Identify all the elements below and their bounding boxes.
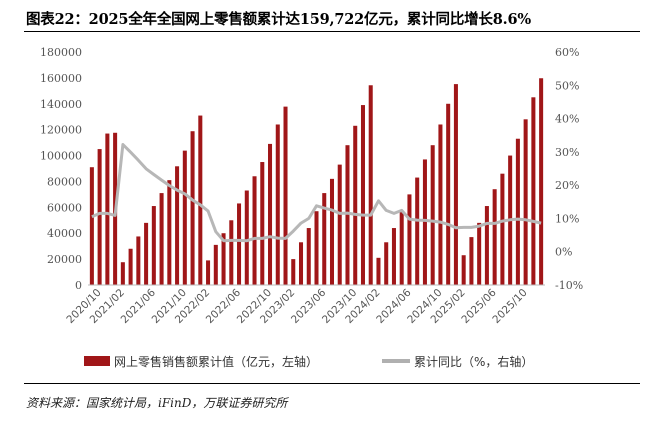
chart-area: 0 20000 40000 60000 80000 100000 120000 140000 1… — [40, 46, 583, 326]
bar-2025/03 — [469, 237, 474, 285]
source-note: 资料来源：国家统计局，iFinD，万联证券研究所 — [26, 396, 288, 410]
bar-2023/11 — [360, 105, 365, 285]
y-left-tick-label: 160000 — [40, 72, 82, 85]
bar-2022/07 — [244, 190, 249, 285]
bar-2023/03 — [298, 242, 304, 285]
bar-2021/10 — [182, 150, 187, 285]
bar-2023/06 — [322, 193, 327, 285]
bar-2024/03 — [384, 242, 389, 285]
x-tick-label: 2025/10 — [490, 287, 529, 326]
bar-2023/04 — [306, 228, 311, 285]
bar-2023/10 — [353, 125, 358, 286]
y-left-tick-label: 120000 — [40, 124, 82, 137]
bar-2021/07 — [159, 193, 164, 285]
bar-2022/06 — [237, 203, 242, 285]
bar-2025/05 — [484, 206, 489, 285]
bar-2025/07 — [500, 173, 505, 285]
y-right-tick-label: 20% — [555, 179, 579, 192]
bar-2022/10 — [268, 143, 273, 285]
chart-title: 图表22：2025全年全国网上零售额累计达159,722亿元，累计同比增长8.6… — [26, 11, 531, 28]
bar-2021/11 — [190, 131, 195, 285]
bar-2024/02 — [376, 257, 381, 285]
bar-2021/05 — [144, 222, 149, 285]
y-left-tick-label: 0 — [75, 279, 82, 292]
y-right-tick-label: 60% — [555, 46, 579, 59]
bar-2021/08 — [167, 180, 172, 285]
bar-2023/08 — [337, 164, 342, 285]
growth-line — [91, 143, 542, 243]
bar-2025/04 — [477, 222, 482, 285]
y-right-tick-label: 30% — [555, 146, 579, 159]
bar-2023/09 — [345, 145, 350, 285]
bar-2021/12 — [198, 115, 203, 285]
bar-2024/05 — [399, 211, 404, 285]
bar-2023/05 — [314, 211, 319, 285]
bar-2024/11 — [446, 103, 451, 286]
y-left-tick-label: 20000 — [47, 253, 82, 266]
y-left-tick-label: 80000 — [47, 175, 82, 188]
legend-line-label: 累计同比（%，右轴） — [414, 355, 534, 369]
bar-2025/02 — [461, 255, 466, 285]
bar-2023/07 — [329, 178, 335, 285]
y-right-tick-label: 0% — [555, 246, 572, 259]
bar-2021/09 — [175, 166, 180, 285]
bar-2022/08 — [252, 176, 257, 285]
bar-2023/12 — [368, 85, 373, 286]
bar-2024/08 — [422, 159, 427, 285]
y-right-tick-label: 10% — [555, 212, 579, 225]
bar-2025/10 — [523, 119, 528, 285]
y-left-tick-label: 180000 — [40, 46, 82, 59]
bar-2022/11 — [275, 124, 280, 285]
legend-bar-label: 网上零售销售额累计值（亿元，左轴） — [114, 355, 319, 369]
bar-2022/03 — [213, 244, 218, 285]
bar-2022/02 — [206, 260, 211, 285]
y-left-tick-label: 60000 — [47, 201, 82, 214]
legend-bar-swatch — [84, 356, 110, 366]
bar-2024/04 — [391, 228, 396, 285]
legend-line-swatch — [382, 359, 410, 363]
bar-2025/09 — [515, 138, 520, 285]
y-left-tick-label: 140000 — [40, 98, 82, 111]
bar-2021/04 — [136, 236, 141, 285]
title-rule — [24, 31, 640, 32]
footer-rule — [24, 383, 640, 384]
bar-2024/06 — [407, 194, 412, 285]
y-left-tick-label: 40000 — [47, 227, 82, 240]
y-right-tick-label: 40% — [555, 113, 579, 126]
bar-2021/06 — [151, 206, 156, 285]
bar-2022/09 — [260, 162, 265, 285]
bar-2023/02 — [291, 259, 296, 285]
bar-2021/02 — [120, 262, 125, 285]
bar-2024/07 — [415, 177, 420, 285]
bar-2024/10 — [438, 124, 443, 285]
bar-2020/10 — [97, 149, 102, 285]
bar-2021/03 — [128, 248, 133, 285]
bar-2024/09 — [430, 145, 435, 285]
bar-2022/05 — [229, 220, 234, 285]
bar-2020/09 — [89, 167, 94, 285]
bar-2022/04 — [221, 233, 226, 285]
bar-2020/11 — [105, 133, 110, 285]
y-right-tick-label: 50% — [555, 79, 579, 92]
y-left-tick-label: 100000 — [40, 150, 82, 163]
bar-2022/12 — [283, 106, 288, 286]
bar-2025/12 — [539, 78, 544, 285]
y-right-tick-label: -10% — [555, 279, 583, 292]
bar-2025/11 — [531, 97, 536, 285]
bar-2025/06 — [492, 189, 497, 285]
bar-2024/12 — [453, 84, 458, 285]
